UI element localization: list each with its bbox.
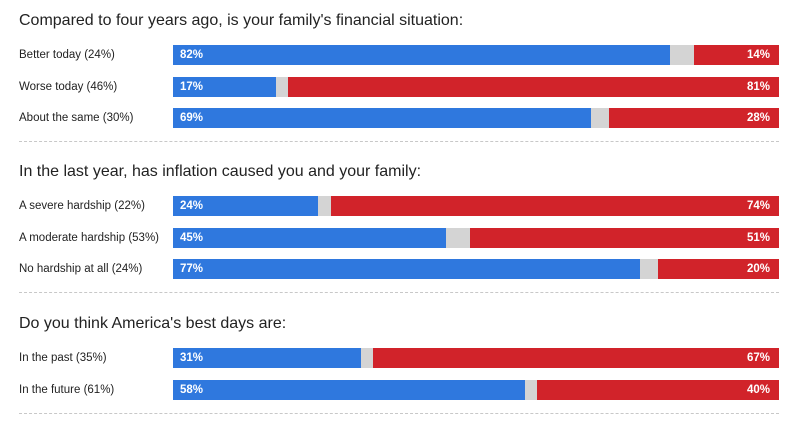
question-title: In the last year, has inflation caused y… [19,163,422,180]
bar-segment-dem [173,227,446,248]
bar-segment-dem [173,76,276,97]
bar-segment-rep [694,45,779,65]
answer-label: Better today (24%) [19,49,115,61]
data-label-dem: 45% [180,231,204,244]
bar-segment-dem [173,45,670,65]
answer-label: A moderate hardship (53%) [19,231,159,244]
data-label-dem: 24% [180,200,204,212]
data-label-dem: 17% [180,80,204,93]
data-label-rep: 40% [746,383,770,396]
bar-segment-dem [173,196,319,216]
stacked-bar: 77% 20% [173,259,779,279]
answer-row: About the same (30%) 69% 28% [0,108,797,128]
answer-label: No hardship at all (24%) [19,263,143,275]
bar-segment-dem [173,259,640,279]
answer-label: A severe hardship (22%) [19,200,145,212]
bar-segment-rep [469,227,779,248]
data-label-rep: 81% [746,80,770,93]
question-title: Compared to four years ago, is your fami… [19,12,464,29]
question-title: Do you think America's best days are: [19,315,287,332]
answer-row: Worse today (46%) 17% 81% [0,76,797,97]
bar-segment-rep [373,348,779,368]
data-label-dem: 58% [180,383,204,396]
bar-segment-rep [657,259,779,279]
stacked-bar: 45% 51% [173,227,779,248]
answer-label: Worse today (46%) [19,80,118,93]
section-divider [19,292,779,293]
data-label-dem: 77% [180,263,204,275]
stacked-bar: 17% 81% [173,76,779,97]
data-label-rep: 14% [746,49,770,61]
section-divider [19,141,779,142]
answer-label: In the past (35%) [19,352,107,364]
answer-row: In the future (61%) 58% 40% [0,379,797,400]
data-label-dem: 82% [180,49,204,61]
bar-segment-dem [173,379,525,400]
section-divider [19,412,779,414]
answer-row: A severe hardship (22%) 24% 74% [0,196,797,216]
stacked-bar: 24% 74% [173,196,779,216]
answer-row: A moderate hardship (53%) 45% 51% [0,227,797,248]
bar-segment-dem [173,348,361,368]
data-label-rep: 28% [746,112,770,124]
data-label-rep: 67% [746,352,770,364]
data-label-rep: 51% [746,231,770,244]
answer-row: In the past (35%) 31% 67% [0,348,797,368]
answer-label: About the same (30%) [19,112,134,124]
bar-segment-dem [173,108,592,128]
answer-row: No hardship at all (24%) 77% 20% [0,259,797,279]
stacked-bar: 82% 14% [173,45,779,65]
data-label-dem: 31% [180,352,204,364]
stacked-bar: 31% 67% [173,348,779,368]
bar-segment-rep [288,76,779,97]
answer-row: Better today (24%) 82% 14% [0,45,797,65]
stacked-bar: 69% 28% [173,108,779,128]
data-label-rep: 74% [746,200,770,212]
data-label-rep: 20% [746,263,770,275]
bar-segment-rep [330,196,779,216]
answer-label: In the future (61%) [19,383,115,396]
data-label-dem: 69% [180,112,204,124]
bar-segment-rep [609,108,779,128]
bar-segment-rep [536,379,779,400]
stacked-bar: 58% 40% [173,379,779,400]
